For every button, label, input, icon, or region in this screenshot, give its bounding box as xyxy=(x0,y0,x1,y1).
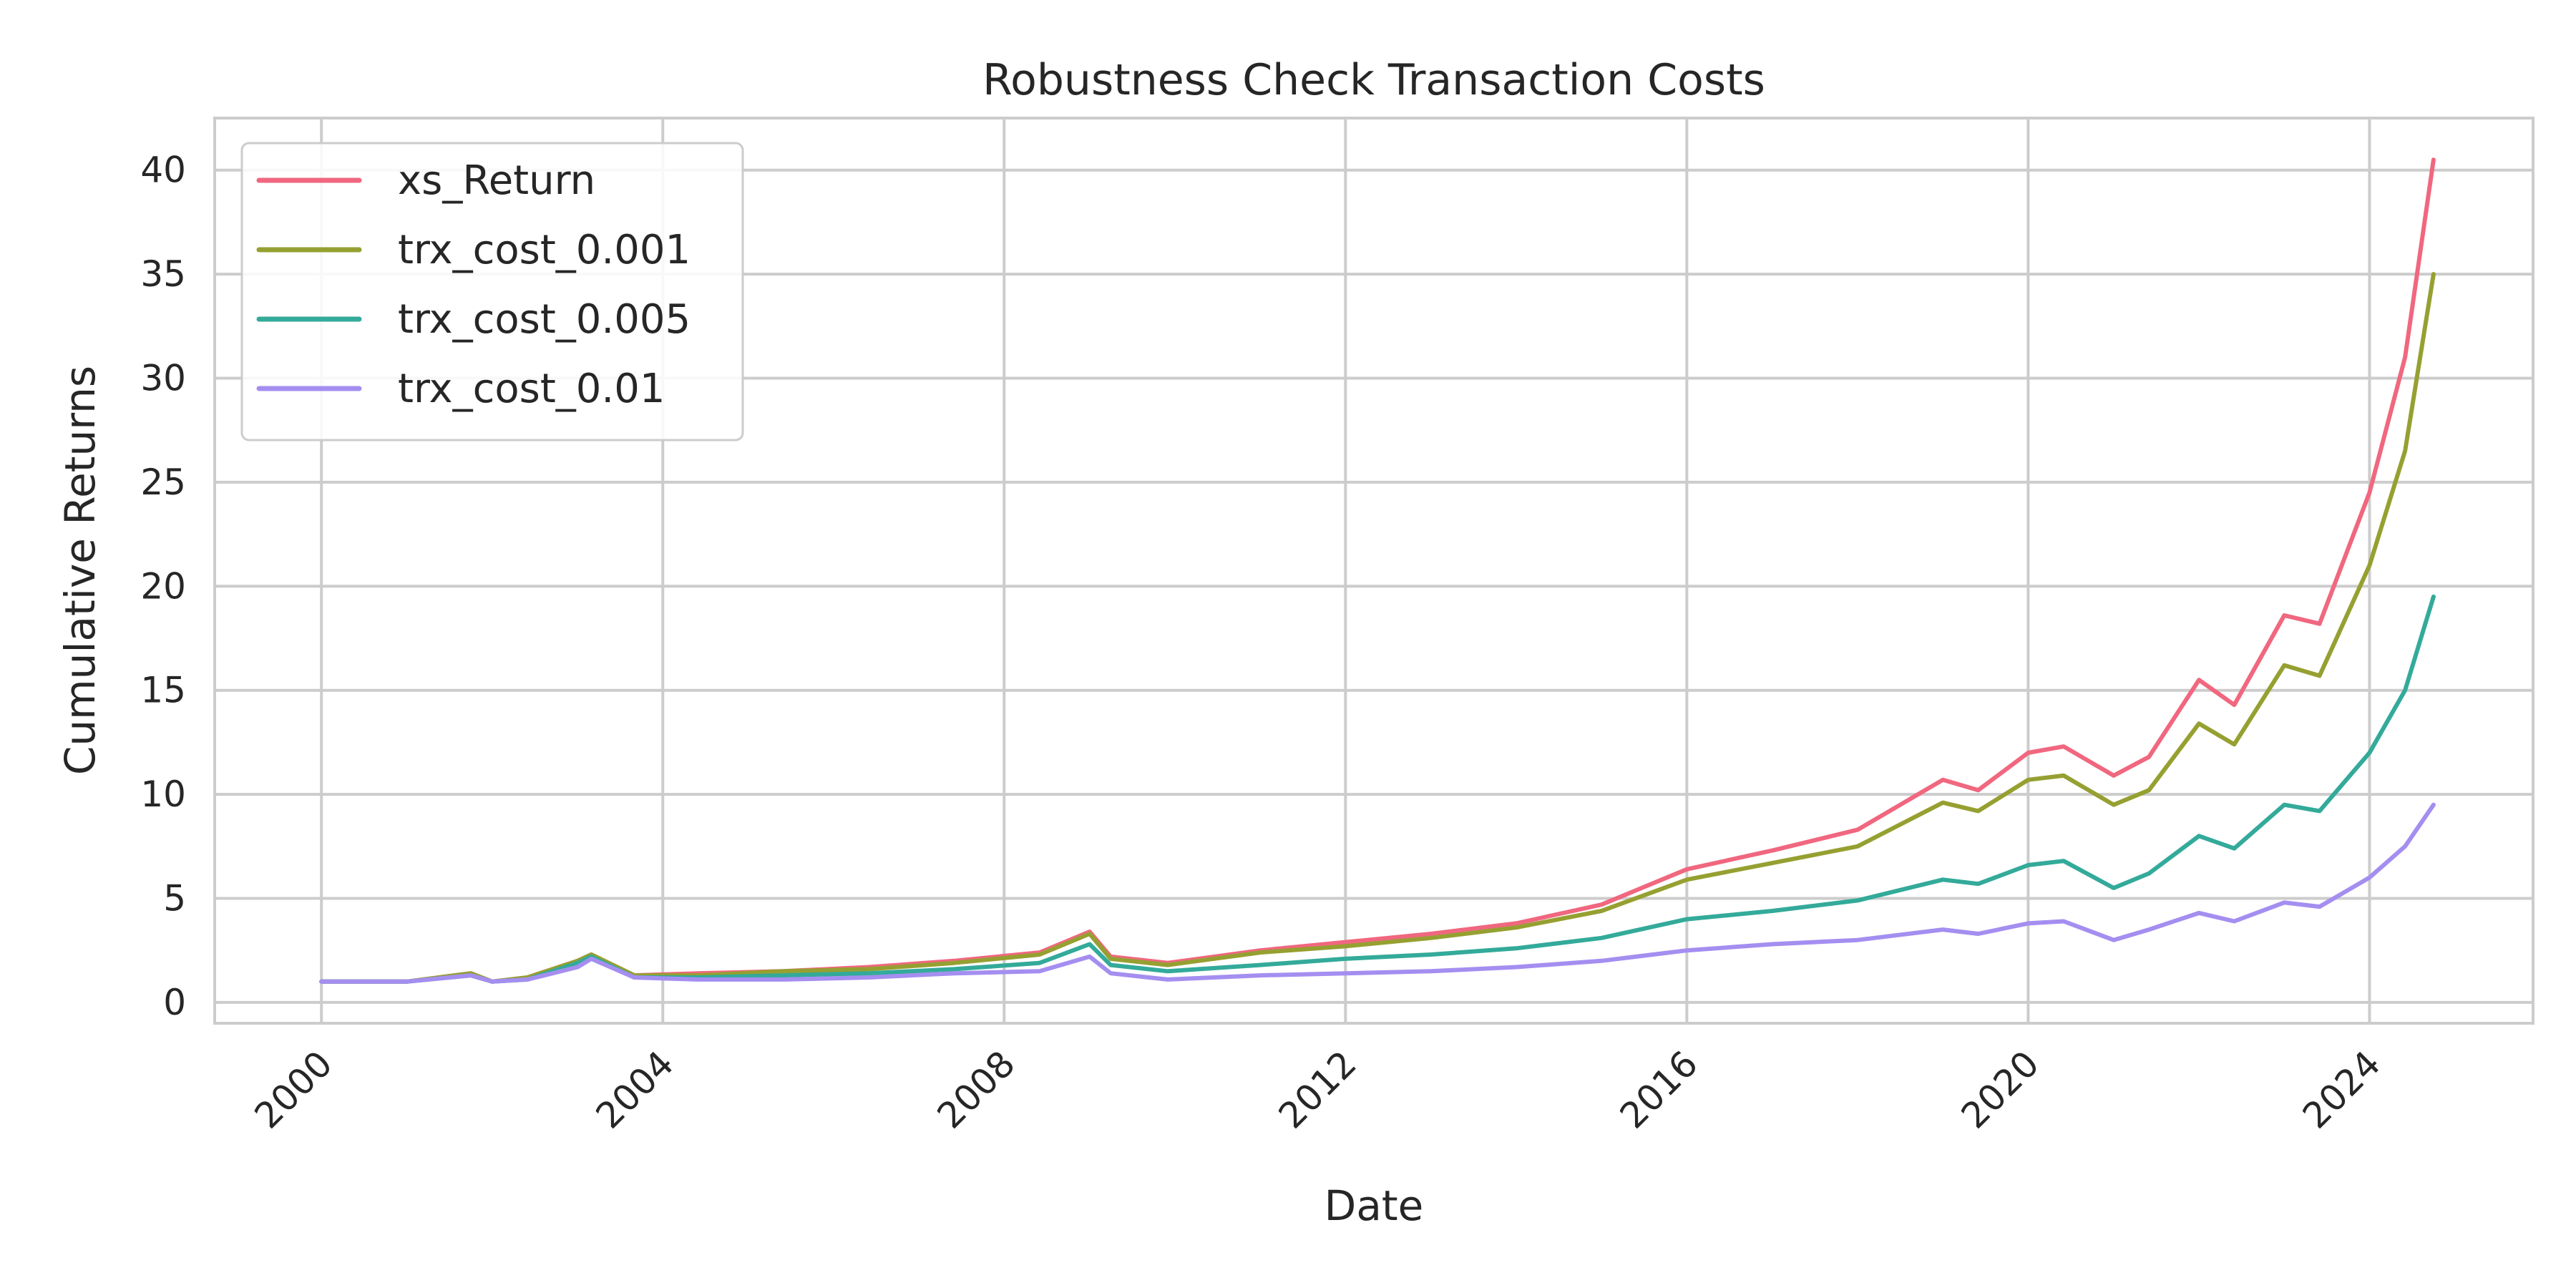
legend-box xyxy=(240,142,744,441)
plot-frame xyxy=(213,117,2534,1025)
x-axis-title: Date xyxy=(1324,1181,1424,1230)
y-tick-label: 10 xyxy=(140,774,186,815)
y-tick-label: 30 xyxy=(140,358,186,399)
x-tick-label: 2024 xyxy=(2295,1043,2389,1136)
legend-label: trx_cost_0.001 xyxy=(398,227,691,273)
legend: xs_Return trx_cost_0.001 trx_cost_0.005trx… xyxy=(240,142,744,441)
series-line-trx-cost-0-01 xyxy=(319,802,2436,984)
y-tick-label: 25 xyxy=(140,462,186,503)
legend-label: trx_cost_0.01 xyxy=(398,366,665,412)
x-tick-label: 2012 xyxy=(1271,1043,1365,1136)
legend-label: trx_cost_0.005 xyxy=(398,296,691,343)
series-lines xyxy=(319,157,2436,984)
x-tick-label: 2020 xyxy=(1953,1043,2047,1136)
x-tick-label: 2000 xyxy=(247,1043,341,1136)
y-axis-ticks: 0 5 10 15 20 25 30 35 40 xyxy=(140,150,186,1023)
y-tick-label: 20 xyxy=(140,565,186,607)
y-tick-label: 40 xyxy=(140,150,186,191)
legend-label: xs_Return xyxy=(398,157,595,204)
y-tick-label: 5 xyxy=(163,878,186,919)
x-tick-label: 2004 xyxy=(588,1043,682,1136)
x-tick-label: 2008 xyxy=(930,1043,1023,1136)
y-tick-label: 15 xyxy=(140,670,186,711)
chart-title: Robustness Check Transaction Costs xyxy=(982,55,1765,105)
x-tick-label: 2016 xyxy=(1612,1043,1706,1136)
y-tick-label: 0 xyxy=(163,982,186,1023)
y-tick-label: 35 xyxy=(140,253,186,295)
y-axis-title: Cumulative Returns xyxy=(56,366,104,775)
x-axis-ticks: 2000 2004 2008 2012 2016 2020 2024 xyxy=(247,1043,2389,1136)
